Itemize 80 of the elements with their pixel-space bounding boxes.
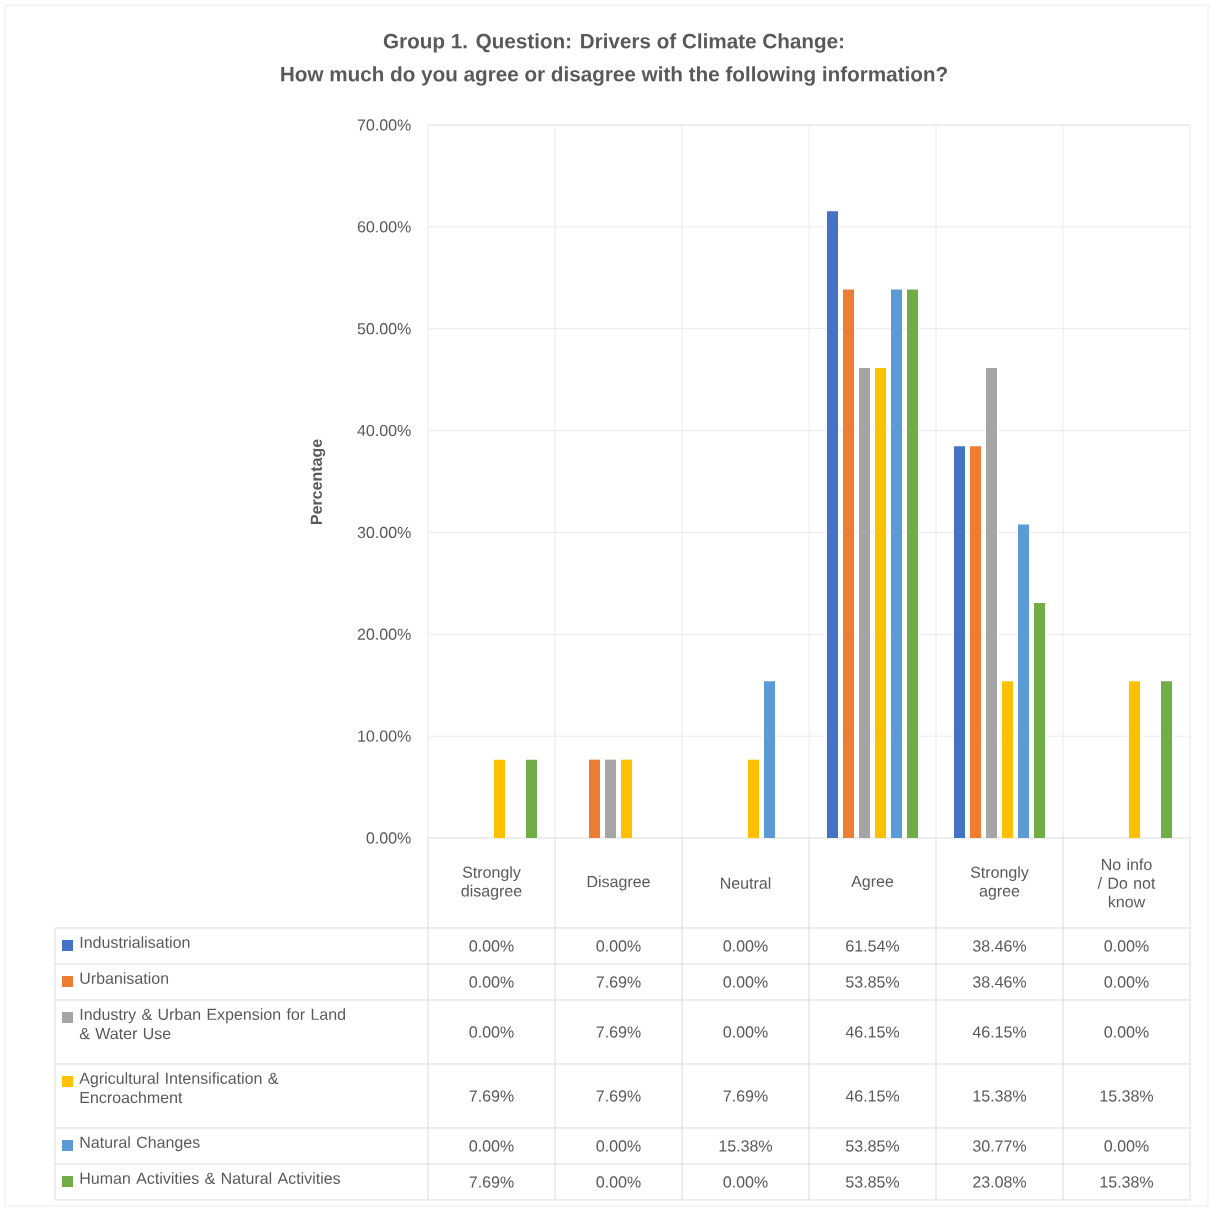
- data-label: 38.46%: [972, 940, 1027, 952]
- data-label: 15.38%: [1100, 1090, 1154, 1102]
- data-label: 61.54%: [846, 940, 900, 952]
- legend-label: Industrialisation: [80, 936, 190, 948]
- y-axis-title: Percentage: [310, 439, 326, 525]
- legend-label: Urbanisation: [80, 972, 169, 984]
- data-label: 0.00%: [723, 940, 768, 952]
- data-label: 15.38%: [973, 1090, 1027, 1102]
- data-label: 0.00%: [596, 1176, 641, 1188]
- data-label: 23.08%: [973, 1176, 1027, 1188]
- bar: [1034, 602, 1046, 838]
- bar: [859, 367, 871, 838]
- bar: [907, 289, 918, 838]
- bar: [1161, 681, 1173, 838]
- bar: [843, 289, 854, 838]
- bar: [621, 759, 632, 838]
- data-label: 0.00%: [1104, 1140, 1149, 1152]
- data-label: 7.69%: [596, 976, 641, 988]
- data-label: 0.00%: [723, 1026, 768, 1038]
- data-label: 7.69%: [596, 1026, 641, 1038]
- bar: [494, 759, 506, 838]
- data-label: 0.00%: [1104, 976, 1149, 988]
- y-tick-label: 70.00%: [357, 119, 411, 131]
- bar: [1129, 681, 1141, 838]
- bar: [748, 759, 759, 838]
- y-tick-label: 0.00%: [366, 832, 411, 844]
- bar: [970, 446, 981, 838]
- bar: [891, 289, 903, 838]
- legend-label: Human Activities & Natural Activities: [80, 1172, 341, 1184]
- data-label: 0.00%: [723, 1176, 768, 1188]
- bar: [986, 367, 998, 838]
- legend-label: Agricultural Intensification & Encroachment: [79, 1072, 279, 1104]
- bar: [1002, 681, 1014, 838]
- data-label: 15.38%: [719, 1140, 773, 1152]
- y-tick-label: 10.00%: [358, 730, 411, 742]
- data-label: 46.15%: [845, 1026, 900, 1038]
- y-tick-label: 50.00%: [357, 323, 411, 335]
- data-label: 0.00%: [1104, 940, 1149, 952]
- x-tick-label: Strongly agree: [970, 866, 1029, 900]
- x-tick-label: Neutral: [721, 877, 771, 889]
- bar: [827, 211, 839, 838]
- y-tick-label: 30.00%: [357, 526, 411, 539]
- x-tick-label: Disagree: [587, 875, 650, 891]
- data-label: 15.38%: [1100, 1176, 1154, 1188]
- bar: [954, 446, 966, 838]
- data-label: 0.00%: [469, 1026, 514, 1038]
- data-label: 7.69%: [469, 1090, 514, 1102]
- chart-subtitle: How much do you agree or disagree with the following information?: [281, 66, 947, 86]
- bar: [764, 681, 776, 838]
- y-tick-label: 40.00%: [357, 424, 411, 437]
- data-label: 0.00%: [1104, 1026, 1149, 1038]
- legend-label: Industry & Urban Expension for Land & Water Use: [79, 1008, 345, 1040]
- data-label: 53.85%: [846, 1140, 900, 1152]
- x-tick-label: Strongly disagree: [461, 866, 522, 900]
- data-label: 7.69%: [596, 1090, 641, 1102]
- data-label: 7.69%: [469, 1176, 514, 1188]
- data-label: 53.85%: [846, 1176, 900, 1188]
- chart-title: Group 1. Question: Drivers of Climate Change:: [383, 33, 844, 53]
- bar: [1018, 524, 1029, 838]
- data-label: 0.00%: [469, 1140, 514, 1152]
- data-label: 0.00%: [723, 976, 768, 988]
- x-tick-label: Agree: [851, 875, 894, 891]
- bar: [875, 367, 886, 838]
- data-label: 38.46%: [972, 976, 1027, 988]
- bar: [589, 759, 601, 838]
- bar: [526, 759, 537, 838]
- legend-label: Natural Changes: [80, 1136, 200, 1152]
- y-tick-label: 60.00%: [357, 221, 411, 233]
- data-label: 30.77%: [972, 1140, 1027, 1152]
- data-label: 0.00%: [596, 1140, 641, 1152]
- data-label: 46.15%: [972, 1026, 1027, 1038]
- data-label: 46.15%: [845, 1090, 900, 1102]
- data-label: 0.00%: [469, 976, 514, 988]
- data-label: 0.00%: [469, 940, 514, 952]
- bar: [605, 759, 616, 838]
- y-tick-label: 20.00%: [357, 628, 411, 640]
- data-label: 53.85%: [846, 976, 900, 988]
- data-label: 7.69%: [723, 1090, 768, 1102]
- x-tick-label: No info / Do not know: [1097, 858, 1156, 908]
- data-label: 0.00%: [596, 940, 641, 952]
